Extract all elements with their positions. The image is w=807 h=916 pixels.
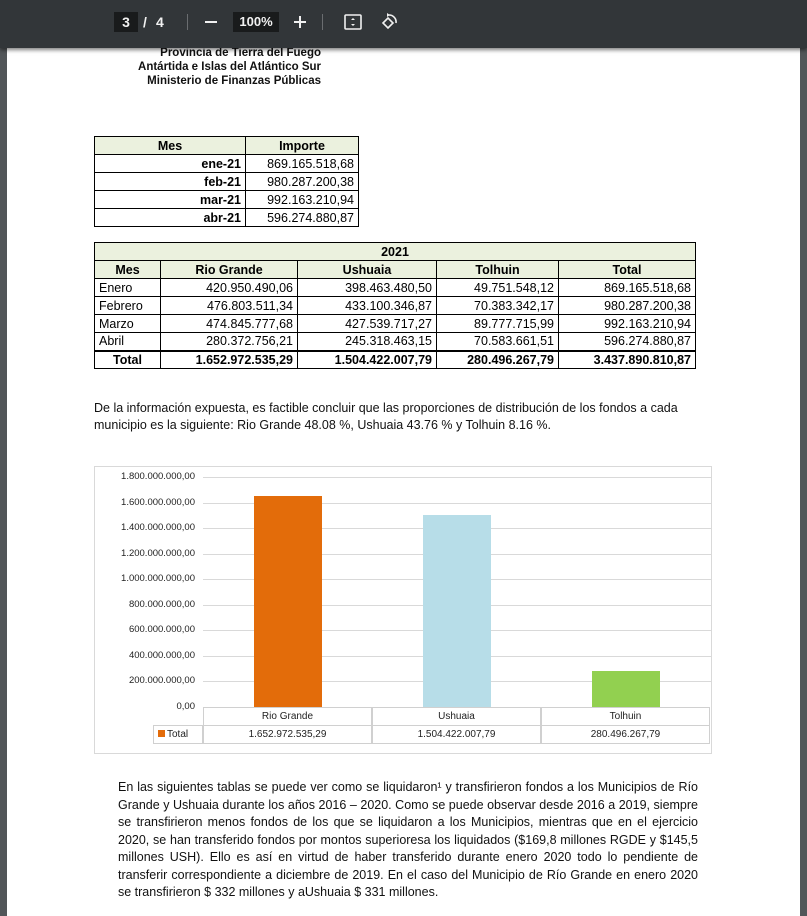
table-cell: 3.437.890.810,87 <box>558 349 696 369</box>
table-cell: mar-21 <box>94 190 246 209</box>
y-tick-label: 600.000.000,00 <box>128 624 195 636</box>
col-header: Ushuaia <box>297 260 437 279</box>
table-cell: 89.777.715,99 <box>436 314 559 333</box>
table-cell: 869.165.518,68 <box>558 278 696 297</box>
table-cell: Febrero <box>94 296 161 315</box>
table-row: Marzo 474.845.777,68 427.539.717,27 89.777.… <box>94 314 696 333</box>
gridline <box>203 502 711 504</box>
data-label: 1.652.972.535,29 <box>203 725 372 744</box>
table-cell: 980.287.200,38 <box>558 296 696 315</box>
letterhead: Provincia de Tierra del Fuego Antártida … <box>107 46 321 88</box>
table-cell: 245.318.463,15 <box>297 332 437 351</box>
bar-tolhuin <box>591 671 660 707</box>
x-category-label: Tolhuin <box>541 707 710 726</box>
fit-page-icon[interactable] <box>341 10 365 34</box>
y-tick-label: 1.400.000.000,00 <box>121 522 195 534</box>
table-cell: 420.950.490,06 <box>160 278 298 297</box>
table-cell: 992.163.210,94 <box>558 314 696 333</box>
y-tick-label: 1.200.000.000,00 <box>121 547 195 559</box>
y-tick-label: 800.000.000,00 <box>128 598 195 610</box>
y-tick-label: 200.000.000,00 <box>128 675 195 687</box>
table-cell: Total <box>94 349 161 369</box>
table-cell: 280.372.756,21 <box>160 332 298 351</box>
zoom-out-icon[interactable] <box>199 10 223 34</box>
table-row: Enero 420.950.490,06 398.463.480,50 49.751.… <box>94 278 696 297</box>
page-number-input[interactable]: 3 <box>114 12 138 32</box>
divider <box>322 14 323 30</box>
col-header: Total <box>558 260 696 279</box>
table-cell: Enero <box>94 278 161 297</box>
table-row: abr-21 596.274.880,87 <box>94 208 359 227</box>
table-title: 2021 <box>94 242 696 261</box>
table-row: Febrero 476.803.511,34 433.100.346,87 70.38… <box>94 296 696 315</box>
total-row: Total 1.652.972.535,29 1.504.422.007,79 280… <box>94 349 696 369</box>
x-category-label: Ushuaia <box>372 707 541 726</box>
pdf-toolbar: 3 / 4 100% <box>0 0 807 48</box>
letterhead-line: Antártida e Islas del Atlántico Sur <box>138 61 321 73</box>
letterhead-line: Provincia de Tierra del Fuego <box>160 47 321 59</box>
table-row: feb-21 980.287.200,38 <box>94 172 359 191</box>
table-cell: 70.583.661,51 <box>436 332 559 351</box>
rotate-icon[interactable] <box>377 10 401 34</box>
col-header: Tolhuin <box>436 260 559 279</box>
conclusion-paragraph: De la información expuesta, es factible … <box>94 401 678 432</box>
col-header: Mes <box>94 260 161 279</box>
table-cell: feb-21 <box>94 172 246 191</box>
y-tick-label: 1.600.000.000,00 <box>121 496 195 508</box>
bar-rio-grande <box>253 495 322 707</box>
table-cell: 49.751.548,12 <box>436 278 559 297</box>
zoom-in-icon[interactable] <box>288 10 312 34</box>
table-cell: 433.100.346,87 <box>297 296 437 315</box>
letterhead-line: Ministerio de Finanzas Públicas <box>147 75 321 87</box>
table-cell: 596.274.880,87 <box>245 208 359 227</box>
table-cell: 427.539.717,27 <box>297 314 437 333</box>
table-cell: 70.383.342,17 <box>436 296 559 315</box>
y-tick-label: 1.000.000.000,00 <box>121 573 195 585</box>
y-tick-label: 400.000.000,00 <box>128 649 195 661</box>
zoom-level-input[interactable]: 100% <box>233 12 279 32</box>
table-cell: Abril <box>94 332 161 351</box>
total-pages: 4 <box>156 14 164 30</box>
y-tick-label: 0,00 <box>176 701 196 712</box>
col-header: Mes <box>94 136 246 155</box>
table-cell: 398.463.480,50 <box>297 278 437 297</box>
bar-chart: 0,00 200.000.000,00 400.000.000,00 600.000.… <box>94 466 712 754</box>
body-paragraph: En las siguientes tablas se puede ver co… <box>118 780 698 899</box>
table-cell: 869.165.518,68 <box>245 154 359 173</box>
table-cell: ene-21 <box>94 154 246 173</box>
table-cell: 476.803.511,34 <box>160 296 298 315</box>
col-header: Importe <box>245 136 359 155</box>
table-cell: 992.163.210,94 <box>245 190 359 209</box>
table-row: ene-21 869.165.518,68 <box>94 154 359 173</box>
monthly-amount-table: Mes Importe ene-21 869.165.518,68 feb-21 980… <box>94 136 359 227</box>
legend-entry: Total <box>153 725 203 744</box>
data-label: 1.504.422.007,79 <box>372 725 541 744</box>
divider <box>187 14 188 30</box>
table-row: Abril 280.372.756,21 245.318.463,15 70.583.… <box>94 332 696 351</box>
page-separator: / <box>143 14 147 30</box>
table-cell: abr-21 <box>94 208 246 227</box>
municipal-distribution-table: 2021 Mes Rio Grande Ushuaia Tolhuin Tota… <box>94 242 696 369</box>
table-cell: 1.652.972.535,29 <box>160 349 298 369</box>
table-cell: 474.845.777,68 <box>160 314 298 333</box>
legend-label: Total <box>167 729 189 740</box>
table-cell: 1.504.422.007,79 <box>297 349 437 369</box>
table-row: mar-21 992.163.210,94 <box>94 190 359 209</box>
y-tick-label: 1.800.000.000,00 <box>121 471 195 482</box>
col-header: Rio Grande <box>160 260 298 279</box>
data-label: 280.496.267,79 <box>541 725 710 744</box>
bar-ushuaia <box>422 514 491 707</box>
table-cell: 596.274.880,87 <box>558 332 696 351</box>
pdf-page: Provincia de Tierra del Fuego Antártida … <box>7 0 800 916</box>
gridline <box>203 477 711 478</box>
legend-swatch <box>158 730 165 737</box>
table-cell: Marzo <box>94 314 161 333</box>
x-category-label: Rio Grande <box>203 707 372 726</box>
table-cell: 280.496.267,79 <box>436 349 559 369</box>
table-cell: 980.287.200,38 <box>245 172 359 191</box>
